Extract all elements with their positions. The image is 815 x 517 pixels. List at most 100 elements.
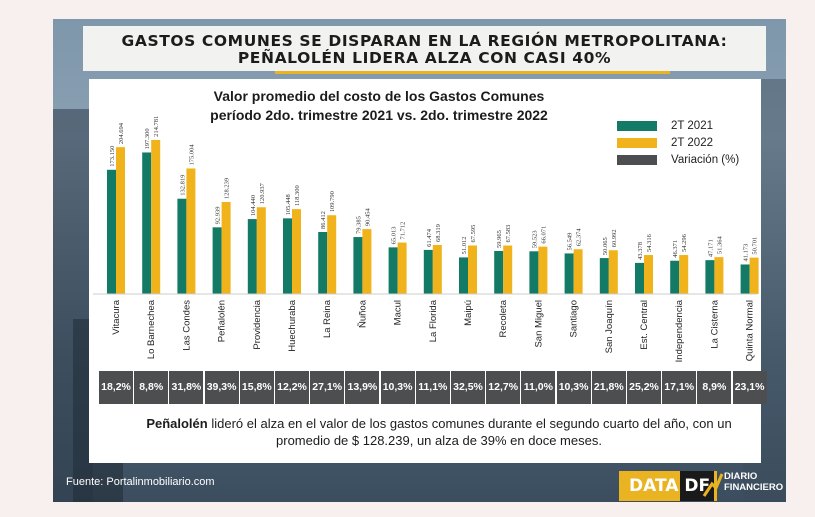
bar-2022-8 [397, 242, 407, 294]
x-tick-label-17: La Cisterna [709, 299, 720, 348]
bar-2021-10 [459, 257, 468, 294]
bar-2022-4 [256, 207, 266, 294]
bar-value-label-2021-3: 92.939 [215, 206, 222, 224]
bar-2021-0 [107, 169, 116, 294]
bar-value-label-2021-14: 50.065 [602, 237, 609, 255]
bar-value-label-2021-6: 86.412 [320, 211, 327, 229]
bar-2021-13 [564, 253, 574, 294]
bar-2022-5 [292, 209, 301, 294]
bar-value-label-2022-9: 68.319 [435, 224, 442, 242]
bar-value-label-2022-18: 50.701 [752, 237, 759, 255]
bar-2021-2 [177, 198, 187, 294]
bar-value-label-2021-10: 51.012 [461, 237, 468, 255]
bar-2021-9 [423, 249, 433, 294]
bar-2022-3 [221, 202, 231, 294]
legend-swatch-variation [617, 154, 657, 165]
bar-value-label-2021-2: 132.819 [179, 175, 186, 196]
x-tick-label-13: Santiago [569, 300, 580, 338]
variation-cell-3: 39,3% [204, 371, 239, 404]
logo-name-line2: FINANCIERO [724, 482, 784, 493]
bar-2021-12 [529, 251, 539, 294]
bar-2022-18 [749, 257, 759, 294]
page-title-line1: GASTOS COMUNES SE DISPARAN EN LA REGIÓN … [121, 32, 728, 50]
source-note: Fuente: Portalinmobiliario.com [66, 476, 215, 488]
bar-2022-0 [116, 147, 125, 294]
x-tick-label-3: Peñalolén [217, 300, 228, 342]
x-tick-label-16: Independencia [674, 299, 685, 362]
summary-bold: Peñalolén [146, 416, 208, 431]
bar-value-label-2022-6: 109.790 [329, 191, 336, 212]
variation-cell-4: 15,8% [239, 371, 274, 404]
infographic-frame: GASTOS COMUNES SE DISPARAN EN LA REGIÓN … [53, 19, 786, 502]
chart-title: Valor promedio del costo de los Gastos C… [214, 88, 545, 104]
variation-cell-12: 11,0% [521, 371, 556, 404]
variation-cell-11: 12,7% [486, 371, 521, 404]
bar-value-label-2021-1: 197.300 [144, 128, 151, 149]
bar-value-label-2022-0: 204.694 [118, 122, 125, 144]
variation-cell-18: 23,1% [732, 371, 767, 404]
bar-value-label-2022-7: 90.454 [364, 207, 371, 226]
x-tick-label-4: Providencia [252, 299, 263, 349]
bar-value-label-2021-11: 59.965 [496, 230, 503, 248]
x-tick-label-14: San Joaquín [604, 300, 615, 353]
x-tick-label-10: Maipú [463, 300, 474, 326]
variation-cell-17: 8,9% [697, 371, 732, 404]
bar-2021-18 [740, 264, 750, 294]
variation-cell-14: 21,8% [591, 371, 626, 404]
variation-cell-16: 17,1% [662, 371, 697, 404]
logo-df-text: DF [680, 471, 715, 501]
x-tick-label-1: Lo Barnechea [146, 299, 157, 359]
x-tick-label-7: Ñuñoa [357, 299, 368, 328]
variation-cell-8: 10,3% [380, 371, 415, 404]
title-box: GASTOS COMUNES SE DISPARAN EN LA REGIÓN … [83, 26, 766, 71]
page-title-line2: PEÑALOLÉN LIDERA ALZA CON CASI 40% [237, 49, 612, 67]
x-tick-label-2: Las Condes [181, 300, 192, 351]
bar-value-label-2022-14: 60.992 [611, 229, 618, 247]
legend-label-variation: Variación (%) [671, 154, 740, 166]
bar-value-label-2021-12: 59.523 [531, 230, 538, 248]
bar-2022-13 [573, 249, 583, 294]
logo-name-line1: DIARIO [724, 471, 758, 482]
x-tick-label-9: La Florida [428, 299, 439, 342]
x-tick-label-18: Quinta Normal [745, 300, 756, 361]
variation-cell-2: 31,8% [169, 371, 204, 404]
bar-value-label-2022-11: 67.583 [505, 225, 512, 243]
bar-2021-6 [318, 232, 328, 294]
variation-cell-5: 12,2% [275, 371, 309, 404]
bar-value-label-2022-2: 175.004 [188, 144, 195, 166]
bar-value-label-2021-7: 79.385 [355, 216, 362, 234]
bar-value-label-2022-13: 62.374 [576, 228, 583, 247]
bar-value-label-2021-16: 46.371 [672, 240, 679, 258]
x-tick-labels: Vitacura Lo Barnechea Las Condes Peñalolén P… [111, 299, 756, 362]
variation-cell-13: 10,3% [556, 371, 591, 404]
legend-label-2022: 2T 2022 [671, 137, 713, 149]
bar-2022-6 [327, 215, 337, 294]
bar-value-label-2021-5: 105.448 [285, 194, 292, 215]
bar-2022-16 [679, 255, 689, 294]
bar-2021-7 [353, 237, 363, 294]
bar-value-label-2022-16: 54.296 [681, 233, 688, 252]
bar-2022-14 [608, 250, 618, 294]
bar-value-label-2021-13: 56.549 [567, 233, 574, 251]
bar-2021-11 [494, 250, 504, 294]
bar-value-label-2021-15: 43.378 [637, 242, 644, 260]
variation-cell-0: 18,2% [99, 371, 133, 404]
bar-2021-3 [212, 227, 222, 294]
bar-2021-16 [670, 260, 680, 294]
bar-value-label-2022-8: 71.712 [400, 222, 407, 240]
bar-value-label-2022-1: 214.781 [153, 116, 160, 137]
bar-2022-7 [362, 229, 372, 294]
variation-cell-10: 32,5% [451, 371, 485, 404]
bar-value-label-2022-15: 54.316 [646, 233, 653, 252]
bar-value-label-2021-9: 61.474 [426, 228, 433, 247]
x-tick-label-11: Recoleta [498, 299, 509, 337]
x-tick-label-12: San Miguel [533, 300, 544, 348]
variation-cell-9: 11,1% [415, 371, 450, 404]
legend-swatch-2021 [617, 120, 657, 131]
bar-value-label-2022-12: 66.071 [540, 226, 547, 244]
bar-value-label-2021-17: 47.171 [707, 239, 714, 257]
bar-value-label-2022-17: 51.364 [716, 236, 723, 255]
x-tick-label-8: Macul [393, 300, 404, 325]
bar-2022-10 [468, 245, 477, 294]
